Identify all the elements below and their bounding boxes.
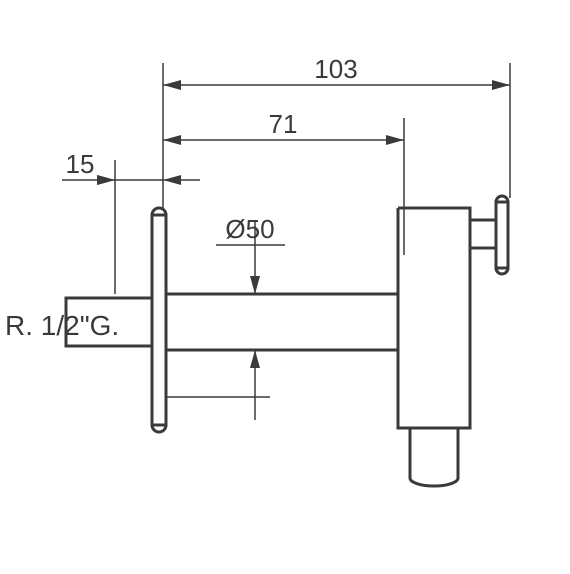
outlet-end: [410, 478, 458, 486]
dim-71-label: 71: [269, 109, 298, 139]
valve-body: [398, 208, 470, 428]
dim-103-label: 103: [314, 54, 357, 84]
dim-15-label: 15: [66, 149, 95, 179]
thread-annotation: R. 1/2"G.: [5, 310, 119, 341]
part-outline: [66, 196, 508, 486]
dim-diameter: Ø50: [166, 214, 285, 420]
dim-inner-length: 71: [163, 109, 404, 255]
handle: [496, 202, 508, 268]
dim-diameter-label: Ø50: [225, 214, 274, 244]
dim-overall-length: 103: [163, 54, 510, 210]
flange: [152, 215, 166, 425]
technical-drawing: 103 71 15 Ø50 R. 1/2"G.: [0, 0, 570, 574]
dim-flange-offset: 15: [62, 149, 200, 294]
